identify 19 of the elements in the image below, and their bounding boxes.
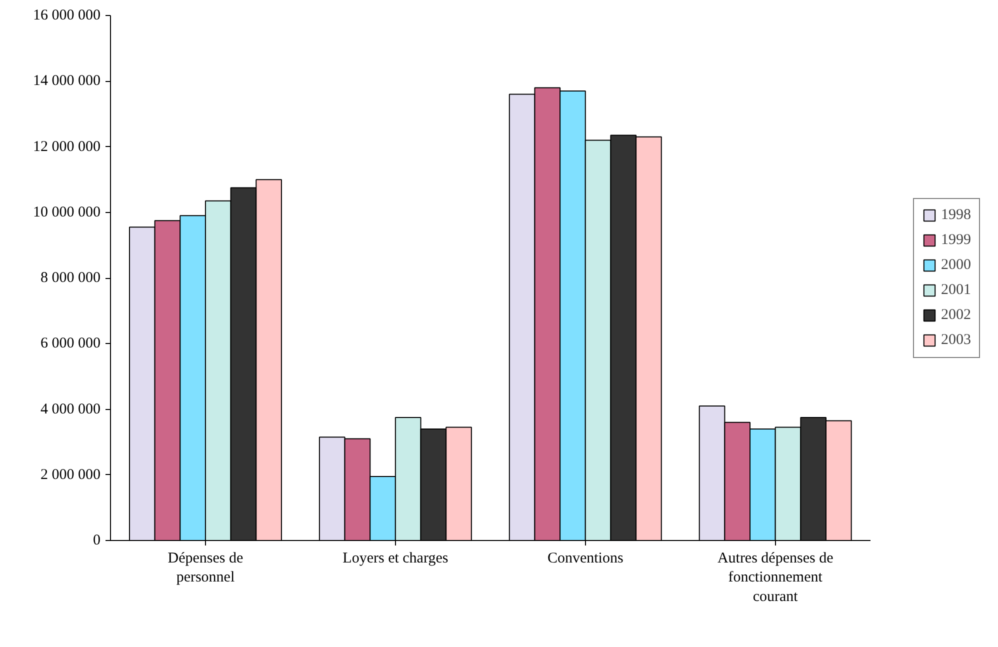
x-tick-label: Dépenses de personnel [168, 550, 244, 586]
legend-label: 2003 [941, 332, 971, 348]
y-tick-label: 8 000 000 [40, 270, 100, 286]
x-tick-label: Conventions [547, 550, 624, 566]
x-tick-label: Loyers et charges [342, 550, 448, 566]
y-tick-label: 16 000 000 [33, 8, 100, 24]
legend-label: 1999 [941, 232, 971, 248]
legend-label: 2001 [941, 282, 971, 298]
y-tick-label: 10 000 000 [33, 204, 100, 220]
legend-label: 1998 [941, 206, 971, 224]
x-tick-label: Autres dépenses de fonctionnement courant [717, 550, 834, 605]
legend-label: 2002 [941, 306, 971, 324]
y-tick-label: 14 000 000 [33, 73, 100, 90]
y-tick-label: 6 000 000 [40, 336, 100, 352]
y-tick-label: 2 000 000 [40, 466, 100, 483]
legend-label: 2000 [941, 256, 971, 274]
y-tick-label: 0 [93, 532, 100, 548]
y-tick-label: 12 000 000 [33, 138, 100, 155]
y-tick-label: 4 000 000 [40, 401, 100, 418]
